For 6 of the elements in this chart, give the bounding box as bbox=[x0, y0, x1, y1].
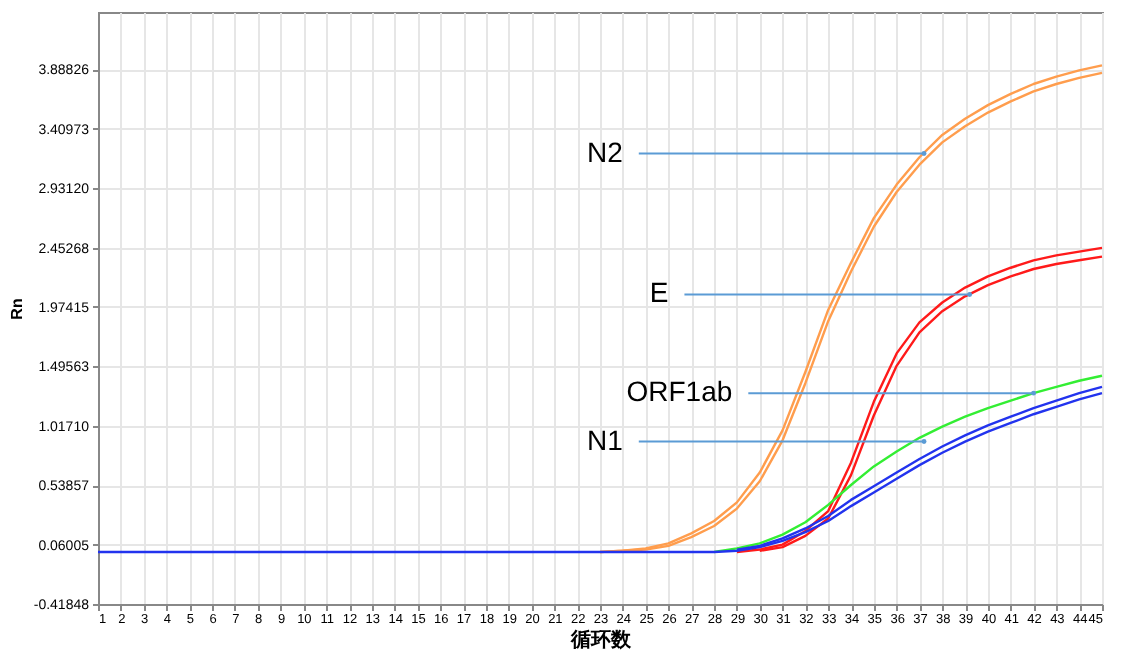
y-axis-title: Rn bbox=[7, 298, 26, 320]
annotation: N2 bbox=[586, 135, 624, 168]
annotation: E bbox=[649, 276, 669, 309]
x-axis-title: 循环数 bbox=[569, 628, 633, 652]
annotation: ORF1ab bbox=[626, 375, 733, 408]
annotation: N1 bbox=[586, 423, 624, 456]
